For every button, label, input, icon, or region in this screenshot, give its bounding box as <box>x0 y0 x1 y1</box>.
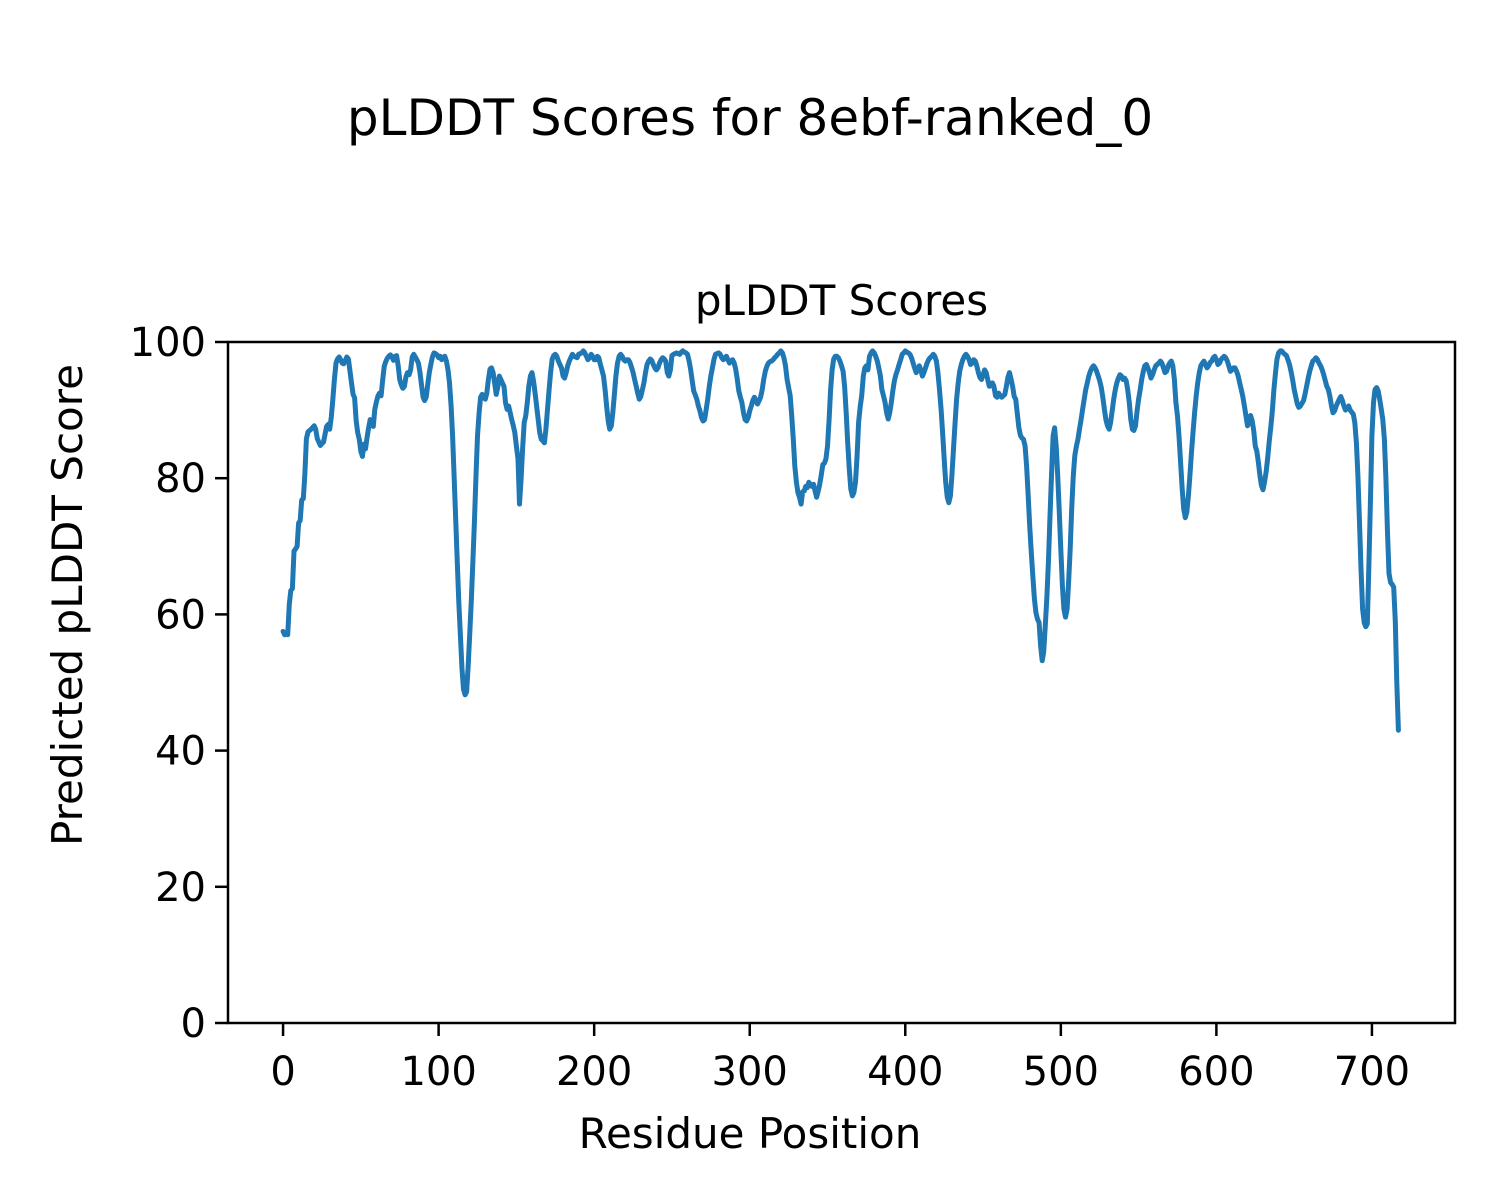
y-tick-label: 80 <box>155 456 206 502</box>
y-tick-label: 0 <box>181 1001 206 1047</box>
x-tick-label: 500 <box>1023 1049 1099 1095</box>
x-tick-label: 700 <box>1334 1049 1410 1095</box>
axes-title: pLDDT Scores <box>695 276 988 325</box>
plot-border <box>226 340 1457 1025</box>
figure-title: pLDDT Scores for 8ebf-ranked_0 <box>346 89 1154 147</box>
x-tick-label: 600 <box>1178 1049 1254 1095</box>
x-axis-label: Residue Position <box>579 1109 922 1158</box>
y-tick-label: 20 <box>155 865 206 911</box>
plddt-line <box>280 348 1401 733</box>
x-tick-label: 100 <box>400 1049 476 1095</box>
axis-ticks: 0 100 200 300 400 500 600 700 0 20 40 60 80 100 <box>130 320 1410 1095</box>
y-tick-label: 100 <box>130 320 206 366</box>
y-tick-label: 40 <box>155 729 206 775</box>
y-axis-label: Predicted pLDDT Score <box>43 364 92 846</box>
x-tick-label: 300 <box>712 1049 788 1095</box>
x-tick-label: 0 <box>270 1049 295 1095</box>
x-tick-label: 200 <box>556 1049 632 1095</box>
y-tick-label: 60 <box>155 592 206 638</box>
x-tick-label: 400 <box>867 1049 943 1095</box>
